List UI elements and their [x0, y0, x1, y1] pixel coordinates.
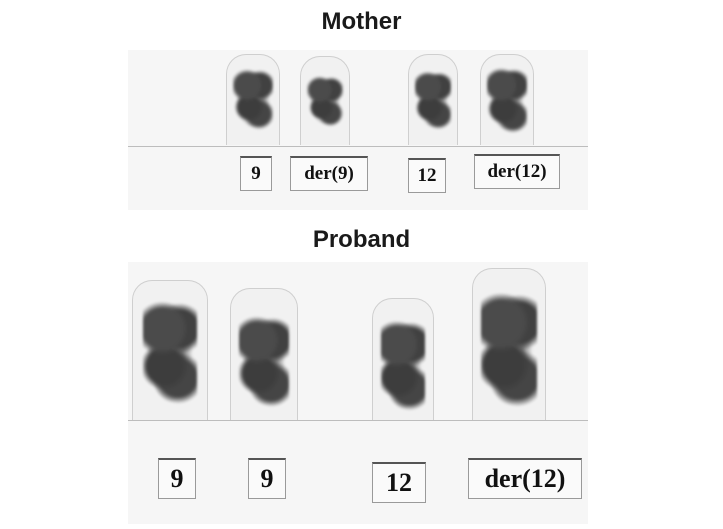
proband-chrom-9a-card [132, 280, 208, 421]
proband-chromosome-9b [239, 309, 289, 413]
proband-label-12: 12 [372, 462, 426, 503]
mother-label-12: 12 [408, 158, 446, 193]
mother-chromosome-9 [233, 65, 273, 133]
proband-chrom-der12-card [472, 268, 546, 421]
proband-baseline [128, 420, 588, 421]
proband-chrom-12-card [372, 298, 434, 421]
proband-heading: Proband [312, 226, 411, 253]
proband-chromosome-12 [381, 313, 425, 417]
proband-label-der12: der(12) [468, 458, 582, 499]
proband-label-9b: 9 [248, 458, 286, 499]
mother-label-9: 9 [240, 156, 272, 191]
mother-chrom-der9-card [300, 56, 350, 145]
mother-karyotype-panel: 9 der(9) 12 der(12) [128, 50, 588, 210]
mother-label-der9: der(9) [290, 156, 368, 191]
mother-baseline [128, 146, 588, 147]
proband-label-9a: 9 [158, 458, 196, 499]
proband-chrom-9b-card [230, 288, 298, 421]
proband-chromosome-9a [143, 293, 197, 411]
mother-label-der12: der(12) [474, 154, 560, 189]
proband-karyotype-panel: 9 9 12 der(12) [128, 262, 588, 524]
mother-chromosome-der12 [487, 63, 527, 137]
mother-chrom-12-card [408, 54, 458, 145]
mother-chromosome-12 [415, 67, 451, 133]
proband-chromosome-der12 [481, 283, 537, 415]
mother-chrom-der12-card [480, 54, 534, 145]
mother-chrom-9-card [226, 54, 280, 145]
mother-chromosome-der9 [307, 73, 343, 129]
mother-heading: Mother [321, 8, 402, 35]
